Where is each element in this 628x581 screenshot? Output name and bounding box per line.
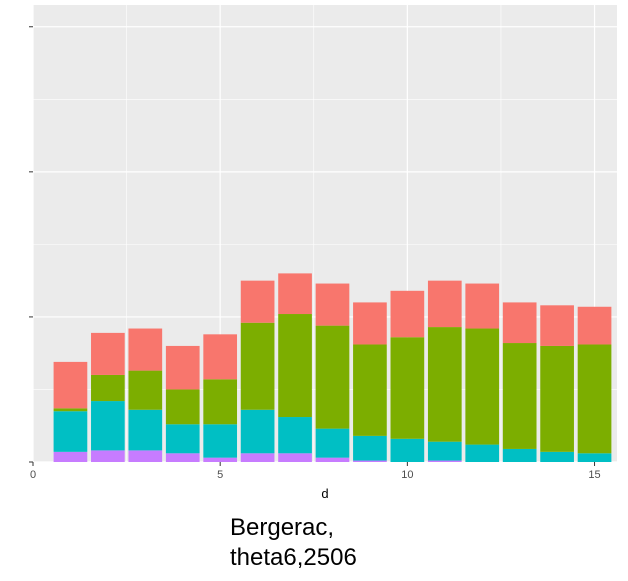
x-tick-label: 5	[217, 469, 223, 481]
bar-segment	[502, 302, 537, 344]
bar-segment	[353, 435, 387, 461]
bar-segment	[91, 450, 125, 462]
bar-segment	[203, 334, 238, 380]
x-tick-label: 0	[30, 469, 36, 481]
bar-segment	[427, 441, 462, 461]
bar-segment	[165, 424, 200, 454]
bar-segment	[465, 444, 500, 462]
bar-segment	[353, 344, 387, 436]
bar-segment	[540, 451, 574, 462]
bar-segment	[465, 283, 500, 329]
bar-segment	[427, 327, 462, 442]
caption: Bergerac, theta6,2506	[230, 513, 357, 573]
bar-segment	[577, 306, 612, 345]
bar-segment	[53, 451, 88, 462]
bar-segment	[53, 361, 88, 409]
bar-segment	[465, 328, 500, 445]
bar-segment	[390, 438, 425, 462]
bar-segment	[91, 401, 125, 451]
bars	[53, 273, 612, 462]
bar-segment	[240, 322, 275, 410]
bar-segment	[353, 302, 387, 345]
x-tick-label: 15	[588, 469, 600, 481]
bar-segment	[427, 460, 462, 462]
bar-segment	[165, 345, 200, 390]
bar-segment	[540, 305, 574, 346]
bar-segment	[540, 345, 574, 452]
bar-segment	[315, 428, 350, 458]
bar-segment	[53, 411, 88, 452]
bar-segment	[91, 332, 125, 375]
bar-segment	[315, 457, 350, 462]
caption-line-1: Bergerac,	[230, 514, 335, 541]
bar-segment	[278, 314, 312, 418]
bar-segment	[91, 374, 125, 402]
x-tick-label: 10	[401, 469, 413, 481]
bar-segment	[577, 453, 612, 462]
bar-segment	[203, 424, 238, 458]
bar-segment	[278, 453, 312, 462]
bar-segment	[315, 283, 350, 326]
bar-segment	[240, 453, 275, 462]
stacked-bar-chart: 0 5 10 15 d	[29, 5, 617, 501]
caption-line-2: theta6,2506	[230, 544, 357, 571]
bar-segment	[128, 450, 163, 462]
bar-segment	[203, 457, 238, 462]
bar-segment	[53, 408, 88, 412]
bar-segment	[128, 409, 163, 451]
bar-segment	[128, 328, 163, 371]
bar-segment	[240, 280, 275, 323]
bar-segment	[502, 343, 537, 449]
bar-segment	[165, 389, 200, 425]
bar-segment	[128, 370, 163, 410]
bar-segment	[240, 409, 275, 454]
bar-segment	[315, 325, 350, 429]
bar-segment	[502, 448, 537, 462]
bar-segment	[165, 453, 200, 462]
bar-segment	[278, 273, 312, 315]
bar-segment	[278, 417, 312, 454]
bar-segment	[353, 460, 387, 462]
x-axis-title: d	[321, 486, 328, 501]
axes: 0 5 10 15	[29, 26, 601, 481]
bar-segment	[427, 280, 462, 328]
bar-segment	[203, 379, 238, 425]
bar-segment	[390, 290, 425, 338]
bar-segment	[577, 344, 612, 454]
bar-segment	[390, 337, 425, 439]
